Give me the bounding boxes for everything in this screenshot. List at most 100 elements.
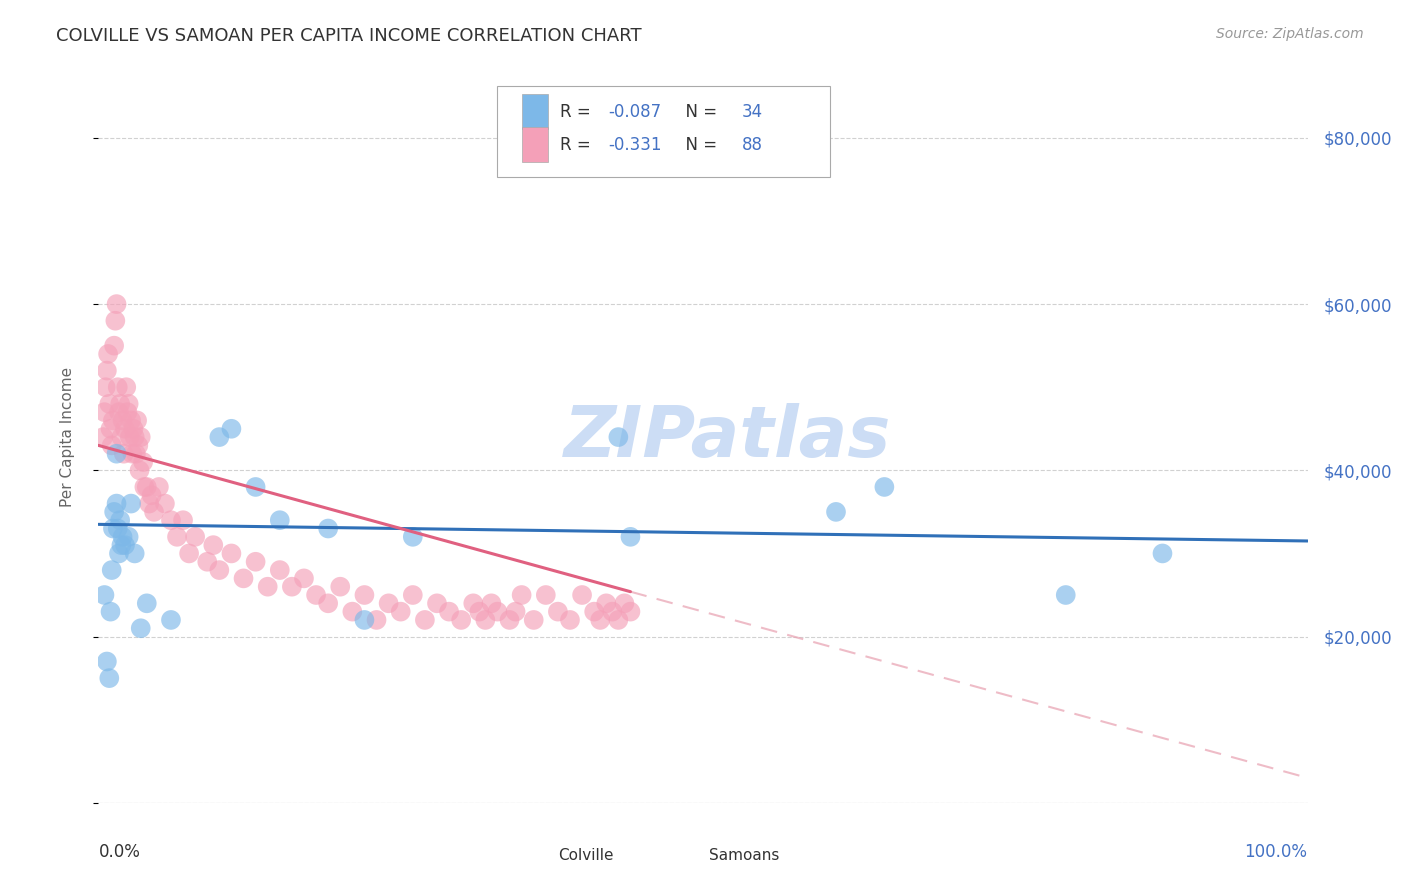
Point [474, 613, 496, 627]
Point [825, 505, 848, 519]
Point [120, 497, 142, 511]
Text: N =: N = [675, 103, 723, 120]
Point [124, 546, 146, 560]
Text: 88: 88 [742, 136, 762, 153]
Point [1152, 546, 1174, 560]
Point [619, 605, 641, 619]
Point [135, 596, 157, 610]
Point [108, 546, 131, 560]
Point [97, 347, 120, 361]
Point [127, 438, 149, 452]
Point [613, 596, 636, 610]
Point [245, 555, 267, 569]
Text: -0.087: -0.087 [609, 103, 662, 120]
Point [121, 447, 143, 461]
Point [510, 588, 533, 602]
Point [96, 363, 118, 377]
Point [292, 571, 315, 585]
Point [108, 397, 131, 411]
Point [184, 530, 207, 544]
Point [100, 605, 122, 619]
Point [172, 513, 194, 527]
Point [129, 430, 152, 444]
Point [426, 596, 449, 610]
Point [269, 563, 291, 577]
Point [103, 505, 125, 519]
Point [256, 580, 278, 594]
Point [245, 480, 267, 494]
Point [413, 613, 436, 627]
Point [607, 430, 630, 444]
Point [114, 422, 136, 436]
Point [468, 605, 491, 619]
Point [110, 430, 132, 444]
Point [195, 555, 218, 569]
Point [160, 513, 183, 527]
Point [104, 314, 127, 328]
Point [93, 588, 115, 602]
Point [534, 588, 557, 602]
Point [101, 521, 124, 535]
Point [595, 596, 617, 610]
Text: 34: 34 [742, 103, 763, 120]
Text: 100.0%: 100.0% [1244, 843, 1308, 861]
Point [101, 413, 124, 427]
Point [523, 613, 546, 627]
Point [316, 521, 339, 535]
Point [208, 563, 231, 577]
Point [100, 563, 122, 577]
Point [153, 497, 176, 511]
Point [114, 538, 136, 552]
Text: -0.331: -0.331 [609, 136, 662, 153]
Point [353, 613, 375, 627]
FancyBboxPatch shape [522, 94, 548, 129]
Point [377, 596, 399, 610]
Point [547, 605, 569, 619]
Point [117, 405, 139, 419]
Point [107, 521, 129, 535]
Point [110, 538, 132, 552]
Point [108, 513, 131, 527]
Point [329, 580, 352, 594]
Point [166, 530, 188, 544]
Point [96, 655, 118, 669]
Point [281, 580, 304, 594]
Point [127, 413, 149, 427]
Point [202, 538, 225, 552]
Point [134, 480, 156, 494]
Point [118, 397, 141, 411]
Point [498, 613, 520, 627]
Point [179, 546, 201, 560]
Y-axis label: Per Capita Income: Per Capita Income [60, 367, 75, 508]
Point [138, 497, 160, 511]
Point [1054, 588, 1077, 602]
Point [108, 405, 131, 419]
Point [105, 297, 128, 311]
Point [100, 422, 122, 436]
Point [94, 380, 117, 394]
Point [128, 463, 150, 477]
Point [221, 546, 243, 560]
Point [402, 588, 425, 602]
Point [98, 397, 121, 411]
Text: Source: ZipAtlas.com: Source: ZipAtlas.com [1216, 27, 1364, 41]
FancyBboxPatch shape [498, 86, 830, 178]
Point [125, 447, 148, 461]
Point [91, 430, 114, 444]
Text: R =: R = [561, 136, 602, 153]
Point [571, 588, 593, 602]
Point [873, 480, 896, 494]
Point [316, 596, 339, 610]
Point [389, 605, 412, 619]
Point [112, 447, 135, 461]
Point [583, 605, 606, 619]
Point [129, 621, 152, 635]
Point [160, 613, 183, 627]
Point [589, 613, 612, 627]
Point [402, 530, 425, 544]
Point [602, 605, 624, 619]
Point [366, 613, 388, 627]
Point [208, 430, 231, 444]
FancyBboxPatch shape [522, 127, 548, 162]
Point [103, 338, 125, 352]
